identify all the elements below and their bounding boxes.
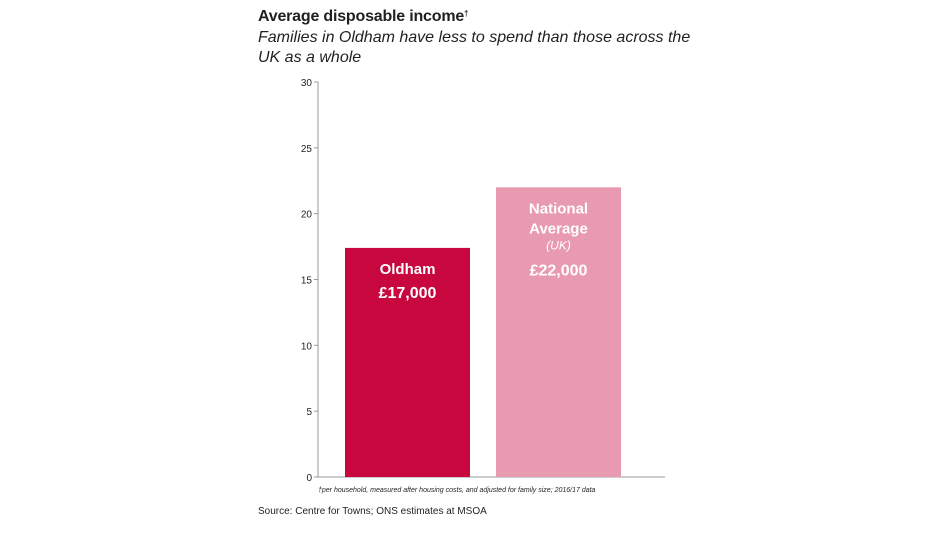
bar-value-label: £17,000 [379, 285, 437, 302]
chart-title-text: Average disposable income [258, 8, 465, 25]
y-tick-label: 30 [301, 78, 313, 89]
bar-1 [496, 187, 621, 478]
bar-value-label: £22,000 [530, 262, 588, 279]
bar-label: National [529, 200, 588, 217]
y-tick-label: 10 [301, 341, 313, 352]
y-tick-label: 25 [301, 144, 313, 155]
chart-source: Source: Centre for Towns; ONS estimates … [258, 506, 487, 517]
y-tick-label: 15 [301, 276, 313, 287]
bar-sublabel: (UK) [546, 238, 571, 252]
chart-title: Average disposable income† [258, 8, 469, 26]
chart-subtitle: Families in Oldham have less to spend th… [258, 29, 691, 66]
bar-label: Average [529, 220, 588, 237]
title-footnote-mark: † [464, 9, 469, 18]
bar-label: Oldham [380, 261, 436, 278]
y-tick-label: 20 [301, 210, 313, 221]
y-tick-label: 5 [306, 407, 312, 418]
y-tick-label: 0 [306, 473, 312, 484]
chart-footnote: †per household, measured after housing c… [318, 487, 596, 494]
bar-0 [345, 247, 470, 477]
